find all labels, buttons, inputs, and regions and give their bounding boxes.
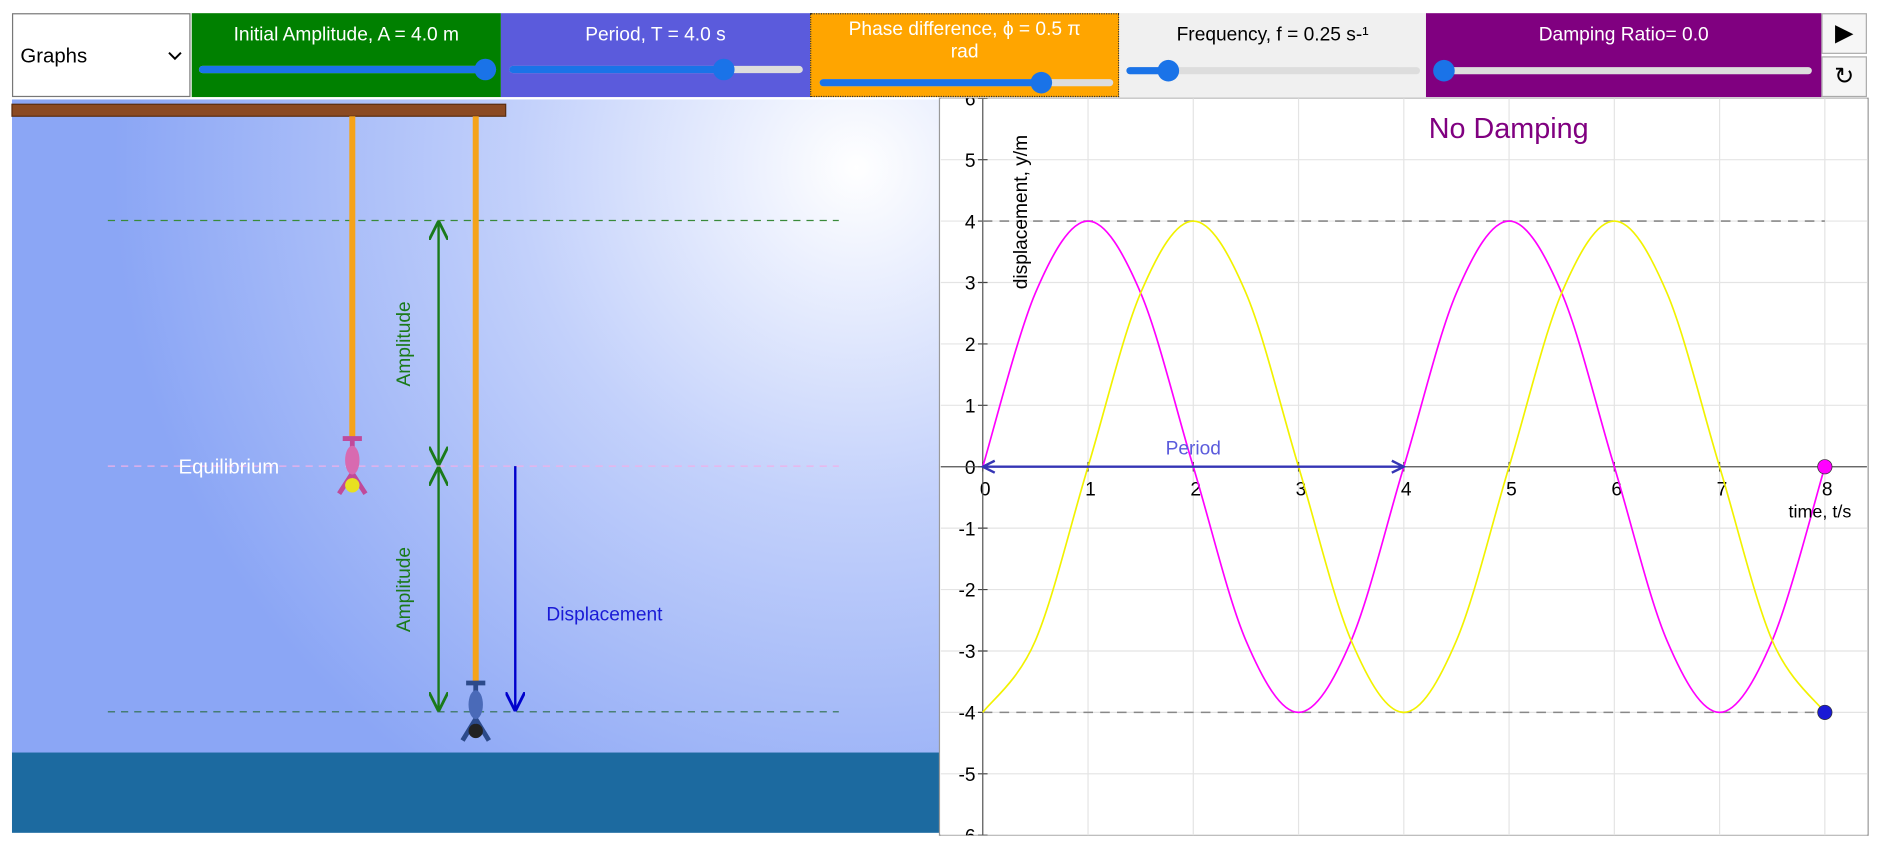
x-tick-label: 7 <box>1717 479 1728 500</box>
y-tick-label: -2 <box>959 581 976 602</box>
water <box>11 752 940 833</box>
select-text: Graphs <box>20 44 88 68</box>
jumper <box>337 436 368 496</box>
y-tick-label: -5 <box>959 765 976 786</box>
x-tick-label: 0 <box>980 479 991 500</box>
x-tick-label: 3 <box>1296 479 1307 500</box>
y-tick-label: -4 <box>959 704 976 725</box>
y-tick-label: 4 <box>965 212 976 233</box>
marker <box>1817 459 1833 475</box>
slider[interactable] <box>819 71 1114 94</box>
damping-panel: Damping Ratio= 0.0 <box>1425 13 1822 98</box>
chart-title: No Damping <box>1429 113 1589 145</box>
y-tick-label: 1 <box>965 397 976 418</box>
x-tick-label: 2 <box>1190 479 1201 500</box>
play-button[interactable]: ▶ <box>1821 13 1867 54</box>
period-label: Period <box>1166 439 1221 460</box>
slider[interactable] <box>198 58 497 81</box>
amplitude-panel: Initial Amplitude, A = 4.0 m <box>191 13 501 98</box>
chevron <box>168 52 182 61</box>
y-tick-label: -3 <box>959 642 976 663</box>
x-axis-label: time, t/s <box>1788 502 1851 522</box>
jumper <box>460 680 491 742</box>
amplitude-label: Amplitude <box>394 547 415 632</box>
y-tick-label: -1 <box>959 519 976 540</box>
y-tick-label: 3 <box>965 274 976 295</box>
sky <box>11 99 940 754</box>
frequency-panel: Frequency, f = 0.25 s-¹ <box>1119 13 1426 98</box>
equilibrium-label: Equilibrium <box>179 456 280 478</box>
y-tick-label: -6 <box>959 826 976 835</box>
phase-panel: Phase difference, ϕ = 0.5 π rad <box>810 13 1120 98</box>
control-label: Phase difference, ϕ = 0.5 π rad <box>848 19 1081 63</box>
period-panel: Period, T = 4.0 s <box>500 13 811 98</box>
control-label: Period, T = 4.0 s <box>585 25 726 46</box>
amplitude-label: Amplitude <box>394 301 415 386</box>
control-label: Damping Ratio= 0.0 <box>1538 25 1709 46</box>
slider[interactable] <box>1126 59 1420 82</box>
period-arrow <box>980 459 1407 474</box>
x-tick-label: 8 <box>1822 479 1833 500</box>
x-tick-label: 5 <box>1506 479 1517 500</box>
displacement-label: Displacement <box>546 605 663 626</box>
y-axis-label: displacement, y/m <box>1011 135 1032 289</box>
y-tick-label: 5 <box>965 151 976 172</box>
select[interactable]: Graphs <box>11 13 191 98</box>
slider[interactable] <box>1433 59 1812 82</box>
y-tick-label: 6 <box>965 98 976 110</box>
x-tick-label: 6 <box>1611 479 1622 500</box>
beam <box>11 103 507 117</box>
control-label: Frequency, f = 0.25 s-¹ <box>1176 25 1369 46</box>
slider[interactable] <box>509 58 803 81</box>
x-tick-label: 1 <box>1085 479 1096 500</box>
y-tick-label: 2 <box>965 335 976 356</box>
x-tick-label: 4 <box>1401 479 1412 500</box>
y-tick-label: 0 <box>965 458 976 479</box>
marker <box>1817 704 1833 720</box>
curve <box>982 220 1826 714</box>
reset-button[interactable]: ↻ <box>1821 56 1867 98</box>
control-label: Initial Amplitude, A = 4.0 m <box>233 25 460 46</box>
